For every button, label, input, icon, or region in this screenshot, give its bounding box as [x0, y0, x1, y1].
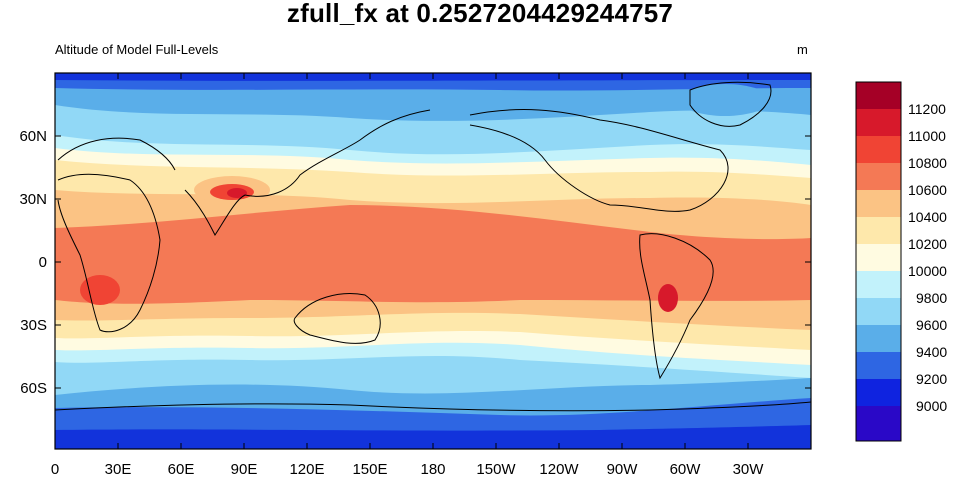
colorbar-frame [855, 81, 902, 442]
colorbar-label: 9600 [916, 317, 947, 333]
coastlines [55, 81, 811, 412]
colorbar-label: 9200 [916, 371, 947, 387]
field-description: Altitude of Model Full-Levels [55, 42, 219, 57]
colorbar-label: 10400 [908, 209, 947, 225]
lon-label: 90E [231, 461, 258, 478]
colorbar-swatch [856, 325, 901, 352]
colorbar-labels: 11200 11000 10800 10600 10400 10200 1000… [908, 101, 947, 414]
colorbar-swatch [856, 298, 901, 325]
colorbar-swatch [856, 352, 901, 379]
lon-label: 150W [476, 461, 516, 478]
lat-label: 60S [20, 380, 47, 397]
lon-label: 120W [539, 461, 579, 478]
colorbar-swatch [856, 406, 901, 441]
lon-label: 60E [168, 461, 195, 478]
colorbar: 11200 11000 10800 10600 10400 10200 1000… [855, 81, 947, 442]
india-coast [184, 189, 246, 236]
lat-label: 0 [39, 254, 47, 271]
colorbar-label: 11000 [908, 128, 946, 144]
lon-label: 180 [420, 461, 445, 478]
greenland-low [680, 84, 770, 116]
colorbar-label: 9000 [916, 398, 947, 414]
axis-ticks [54, 73, 811, 449]
africa-high [80, 275, 120, 305]
contour-field [55, 73, 811, 449]
europe-coast [57, 137, 176, 171]
colorbar-swatch [856, 379, 901, 406]
lon-label: 120E [289, 461, 324, 478]
tibet-peak [227, 188, 247, 198]
greenland-coast [689, 81, 772, 127]
colorbar-label: 10200 [908, 236, 947, 252]
colorbar-swatch [856, 217, 901, 244]
australia-coast [293, 293, 381, 344]
colorbar-swatch [856, 136, 901, 163]
colorbar-label: 11200 [908, 101, 946, 117]
colorbar-swatch [856, 163, 901, 190]
lon-label: 30E [105, 461, 132, 478]
colorbar-label: 9400 [916, 344, 947, 360]
africa-coast [57, 173, 161, 333]
south-america-coast [639, 233, 714, 380]
lon-label: 60W [670, 461, 702, 478]
colorbar-swatch [856, 109, 901, 136]
asia-coast [244, 109, 431, 197]
colorbar-label: 10800 [908, 155, 947, 171]
band-orange-tropics [55, 205, 811, 304]
lon-label: 0 [51, 461, 59, 478]
andes-high [658, 284, 678, 312]
antarctica-coast [55, 401, 811, 412]
lon-label: 90W [607, 461, 639, 478]
colorbar-swatch [856, 244, 901, 271]
colorbar-label: 10600 [908, 182, 947, 198]
lat-labels: 60N 30N 0 30S 60S [19, 128, 47, 397]
lon-label: 30W [733, 461, 765, 478]
lon-labels: 0 30E 60E 90E 120E 150E 180 150W 120W 90… [51, 461, 764, 478]
colorbar-label: 9800 [916, 290, 947, 306]
units-label: m [797, 42, 808, 57]
colorbar-swatch [856, 82, 901, 109]
colorbar-swatch [856, 190, 901, 217]
lat-label: 30N [19, 191, 47, 208]
colorbar-label: 10000 [908, 263, 947, 279]
lon-label: 150E [352, 461, 387, 478]
map-title: zfull_fx at 0.2527204429244757 [286, 0, 674, 28]
lat-label: 60N [19, 128, 47, 145]
colorbar-swatch [856, 271, 901, 298]
north-america-coast [469, 109, 729, 212]
lat-label: 30S [20, 317, 47, 334]
